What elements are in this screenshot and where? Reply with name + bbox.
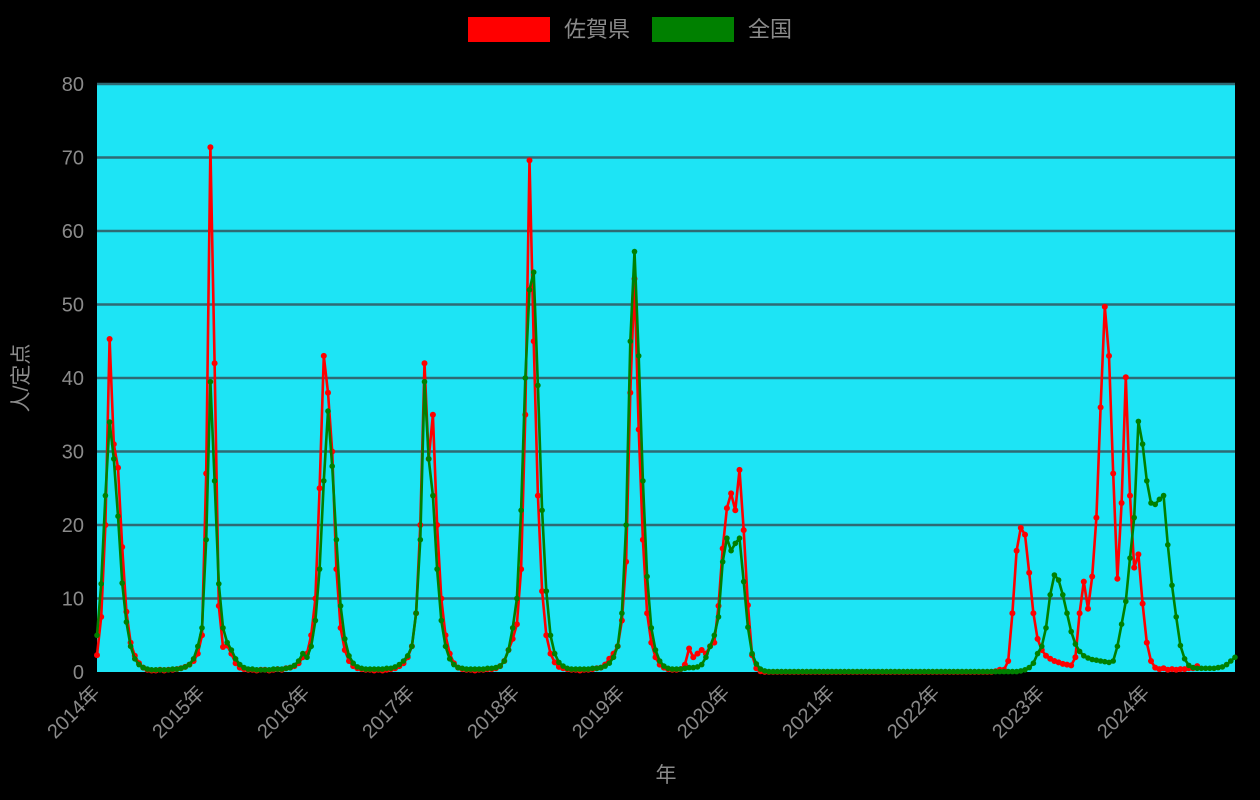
svg-text:80: 80	[62, 74, 84, 96]
svg-text:0: 0	[73, 662, 84, 684]
chart-legend: 佐賀県 全国	[0, 17, 1260, 42]
svg-text:2021年: 2021年	[778, 681, 840, 743]
series-zenkoku	[94, 248, 1238, 675]
svg-text:2020年: 2020年	[673, 681, 735, 743]
svg-text:40: 40	[62, 368, 84, 390]
svg-text:30: 30	[62, 442, 84, 464]
legend-label-saga: 佐賀県	[563, 17, 630, 42]
x-tick-labels: 2014年 2015年 2016年 2017年 2018年 2019年 2020年 2021年…	[43, 681, 1155, 743]
legend-label-zenkoku: 全国	[748, 17, 793, 42]
svg-text:2024年: 2024年	[1092, 681, 1154, 743]
svg-text:2016年: 2016年	[253, 681, 315, 743]
legend-item-saga: 佐賀県	[467, 17, 630, 42]
svg-text:2018年: 2018年	[463, 681, 525, 743]
legend-item-zenkoku: 全国	[652, 17, 792, 42]
svg-text:10: 10	[62, 589, 84, 611]
svg-text:60: 60	[62, 221, 84, 243]
svg-text:2014年: 2014年	[43, 681, 105, 743]
y-axis-label: 人/定点	[10, 344, 33, 413]
svg-text:2023年: 2023年	[987, 681, 1049, 743]
svg-text:50: 50	[62, 295, 84, 317]
svg-text:2022年: 2022年	[883, 681, 945, 743]
gridlines	[97, 82, 1235, 600]
svg-text:2019年: 2019年	[568, 681, 630, 743]
legend-swatch-zenkoku-icon	[652, 17, 734, 42]
legend-swatch-saga-icon	[467, 17, 550, 42]
svg-text:2015年: 2015年	[148, 681, 210, 743]
x-axis-label: 年	[656, 764, 677, 787]
svg-text:2017年: 2017年	[358, 681, 420, 743]
svg-text:70: 70	[62, 148, 84, 170]
y-tick-labels: 0 10 20 30 40 50 60 70 80	[62, 74, 84, 684]
svg-text:20: 20	[62, 515, 84, 537]
